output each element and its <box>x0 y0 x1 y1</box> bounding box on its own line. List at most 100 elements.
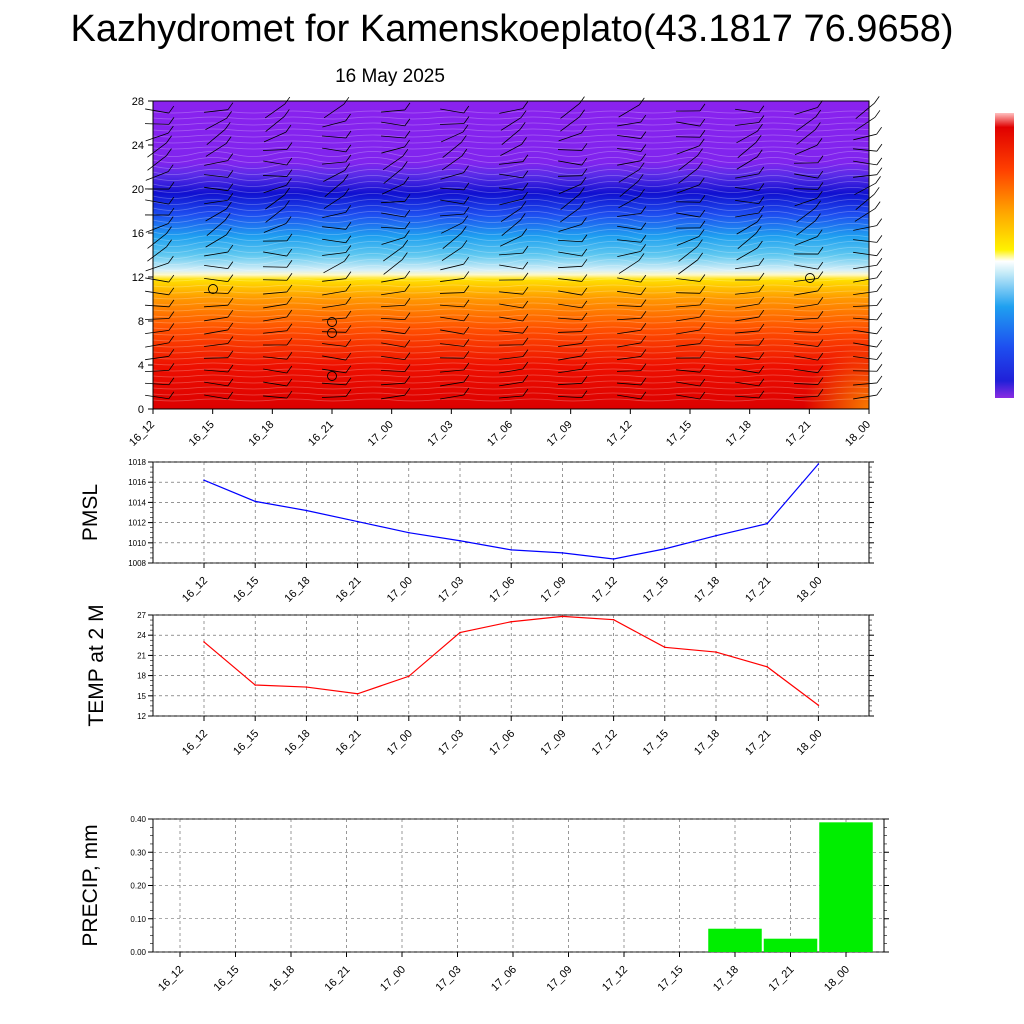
wind-barb <box>500 117 522 131</box>
wind-barb <box>676 369 700 373</box>
wind-barb-flag <box>404 118 411 127</box>
x-tick-label: 17_12 <box>590 728 620 758</box>
wind-barb <box>322 303 346 309</box>
wind-barb-flag <box>640 274 647 283</box>
wind-barb-flag <box>876 298 883 306</box>
wind-barb <box>794 355 818 361</box>
wind-barb <box>736 221 758 235</box>
wind-barb <box>440 343 464 347</box>
wind-barb-flag <box>758 390 765 399</box>
y-tick-label: 1014 <box>128 498 146 507</box>
wind-barb <box>794 236 818 246</box>
wind-barb-flag <box>758 284 765 292</box>
wind-barb <box>204 304 228 308</box>
wind-barb-flag <box>168 117 175 125</box>
wind-barb <box>322 120 346 128</box>
wind-barb-flag <box>463 256 469 265</box>
wind-barb <box>440 187 464 191</box>
data-point <box>203 479 205 481</box>
data-point <box>305 509 308 512</box>
wind-barb <box>322 238 346 244</box>
wind-barb-flag <box>815 122 821 130</box>
wind-barb-flag <box>519 213 526 221</box>
y-tick-label: 0.00 <box>130 948 146 957</box>
wind-barb <box>617 394 641 400</box>
wind-barb-flag <box>757 240 763 249</box>
wind-barb-flag <box>817 246 824 255</box>
wind-barb-flag <box>463 313 470 322</box>
wind-barb-flag <box>817 100 823 108</box>
wind-barb <box>557 149 583 151</box>
isoline <box>152 332 874 336</box>
x-tick-label: 16_15 <box>231 575 261 605</box>
calm-circle <box>327 317 337 327</box>
wind-barb-flag <box>581 324 588 332</box>
wind-barb-flag <box>581 274 588 282</box>
wind-barb-flag <box>227 350 234 358</box>
x-tick-label: 17_15 <box>641 728 671 758</box>
wind-barb-flag <box>699 274 706 282</box>
wind-barb <box>735 122 759 126</box>
wind-barb <box>676 145 700 155</box>
x-tick-label: 17_00 <box>385 575 415 605</box>
pmsl-panel: 16_12 16_15 16_18 16_21 17_00 17_03 17_06 17_09… <box>79 458 874 605</box>
y-tick-label: 12 <box>132 272 144 284</box>
wind-barb <box>735 187 759 191</box>
x-tick-label: 18_00 <box>822 964 852 994</box>
wind-barb <box>499 108 523 114</box>
wind-barb-flag <box>638 162 645 170</box>
wind-barb <box>204 199 228 205</box>
wind-barb-flag <box>168 349 175 357</box>
wind-barb <box>145 108 169 114</box>
wind-barb-flag <box>343 188 350 196</box>
wind-barb-flag <box>166 148 172 156</box>
wind-barb-flag <box>522 337 529 346</box>
wind-barb <box>853 290 877 296</box>
wind-barb-flag <box>875 176 881 184</box>
wind-barb <box>145 329 169 335</box>
x-tick-label: 17_15 <box>641 575 671 605</box>
wind-barb <box>204 277 228 283</box>
wind-barb-flag <box>876 235 883 243</box>
wind-barb-flag <box>463 299 470 308</box>
wind-barb <box>617 134 641 140</box>
wind-barb <box>735 212 759 218</box>
wind-barb <box>265 207 285 223</box>
chart-date: 16 May 2025 <box>335 66 445 87</box>
wind-barb-flag <box>463 206 470 215</box>
isoline <box>152 296 874 300</box>
wind-barb-flag <box>699 286 706 294</box>
wind-barb <box>441 155 463 171</box>
wind-barb-flag <box>286 142 293 150</box>
wind-barb-flag <box>640 391 647 400</box>
y-tick-label: 8 <box>138 316 144 328</box>
wind-barb-flag <box>876 339 883 348</box>
wind-barb <box>678 155 698 171</box>
data-point <box>510 549 512 551</box>
isoline <box>152 163 874 169</box>
wind-barb-flag <box>522 261 529 270</box>
wind-barb-flag <box>227 261 234 269</box>
wind-barb-flag <box>758 183 765 191</box>
wind-barb <box>853 342 877 348</box>
wind-barb-flag <box>699 350 706 359</box>
wind-barb-flag <box>697 239 703 247</box>
wind-barb <box>558 317 582 321</box>
wind-barb <box>205 143 227 157</box>
wind-barb-flag <box>344 253 350 262</box>
wind-barb <box>794 197 818 207</box>
wind-barb-flag <box>286 390 293 399</box>
x-tick-label: 16_21 <box>334 575 364 605</box>
wind-barb-flag <box>461 148 468 157</box>
wind-barb-flag <box>167 216 174 224</box>
wind-barb <box>676 212 700 218</box>
wind-barb-flag <box>581 376 588 384</box>
wind-barb <box>735 291 759 295</box>
wind-barb-flag <box>522 170 529 179</box>
isoline <box>152 284 874 288</box>
wind-barb <box>560 194 580 210</box>
wind-barb-flag <box>286 169 293 177</box>
isoline <box>152 302 874 306</box>
wind-barb-flag <box>756 214 763 223</box>
wind-barb-flag <box>697 161 703 169</box>
